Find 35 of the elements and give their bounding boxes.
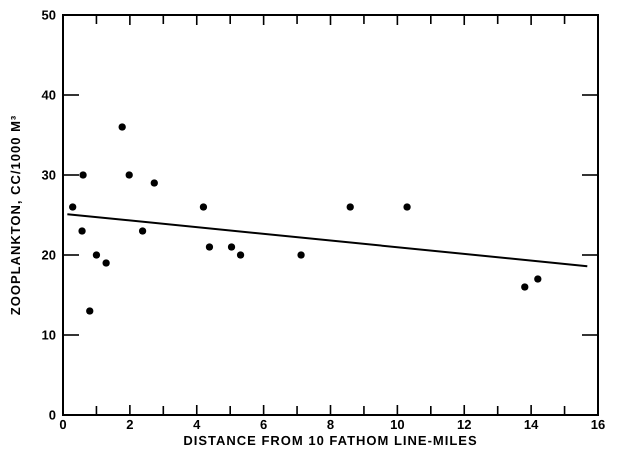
point — [200, 203, 208, 211]
x-tick-label: 8 — [326, 417, 334, 432]
x-tick-label: 4 — [193, 417, 202, 432]
point — [126, 171, 133, 179]
point — [78, 227, 86, 235]
x-tick-label: 2 — [126, 417, 134, 432]
point — [118, 123, 126, 131]
point — [534, 275, 542, 283]
y-tick-label: 10 — [42, 328, 56, 343]
point — [236, 251, 244, 259]
point — [86, 307, 94, 315]
point — [521, 283, 528, 291]
x-tick-label: 10 — [390, 417, 405, 432]
point — [92, 251, 100, 259]
y-tick-label: 20 — [42, 248, 56, 263]
x-tick-label: 0 — [59, 417, 67, 432]
x-tick-label: 6 — [260, 417, 268, 432]
point — [228, 243, 236, 251]
point — [150, 179, 158, 187]
point — [69, 203, 76, 211]
point — [102, 259, 110, 267]
y-axis-title: ZOOPLANKTON, CC/1000 M³ — [8, 114, 23, 316]
x-tick-label: 16 — [590, 417, 606, 432]
x-axis-title: DISTANCE FROM 10 FATHOM LINE-MILES — [183, 433, 478, 448]
y-tick-label: 30 — [42, 168, 56, 183]
y-tick-label: 40 — [42, 88, 56, 103]
point — [403, 203, 411, 211]
point — [297, 251, 305, 259]
point — [138, 227, 146, 235]
x-tick-label: 12 — [457, 417, 472, 432]
point — [79, 171, 87, 179]
point — [346, 203, 354, 211]
point — [206, 243, 214, 251]
x-tick-label: 14 — [524, 417, 540, 432]
y-tick-label: 50 — [42, 8, 56, 23]
